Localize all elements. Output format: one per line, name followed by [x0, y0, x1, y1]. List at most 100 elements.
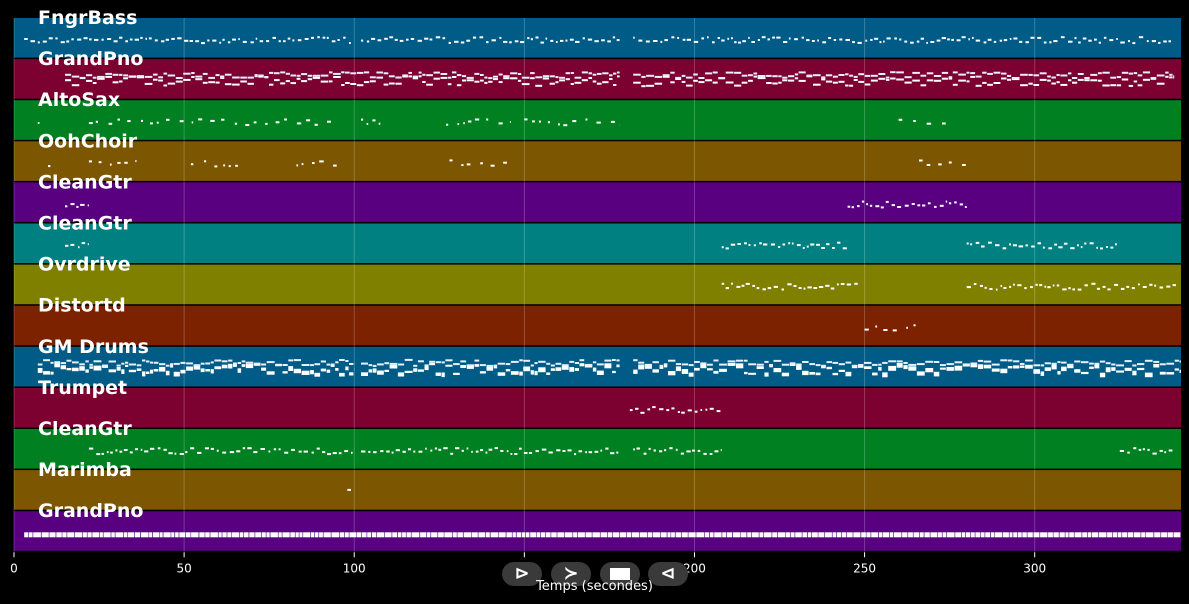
note — [94, 38, 99, 41]
note — [153, 369, 159, 372]
note-segment — [919, 159, 966, 166]
note — [966, 286, 971, 289]
note — [112, 81, 119, 84]
note — [262, 532, 266, 538]
note — [736, 359, 744, 362]
note — [681, 532, 688, 538]
note — [434, 447, 438, 450]
note — [653, 40, 658, 42]
note — [463, 532, 472, 538]
note — [788, 79, 795, 82]
note — [222, 451, 227, 454]
note — [384, 369, 389, 372]
note — [742, 40, 746, 43]
note — [983, 360, 992, 363]
note — [1077, 288, 1082, 291]
note — [858, 364, 864, 366]
note — [237, 368, 242, 373]
play-button[interactable]: ⊳ — [502, 562, 542, 586]
note — [557, 532, 565, 538]
note — [377, 370, 384, 375]
note — [71, 84, 80, 87]
note — [227, 41, 231, 44]
note — [158, 79, 163, 82]
note — [520, 41, 525, 44]
note — [798, 79, 806, 82]
note — [79, 77, 86, 80]
note — [232, 76, 240, 79]
note — [585, 118, 588, 121]
note — [418, 75, 422, 78]
note — [1169, 76, 1173, 79]
note — [461, 449, 464, 452]
note — [594, 450, 599, 453]
note — [207, 39, 210, 42]
note — [1037, 36, 1042, 39]
note — [1156, 74, 1165, 77]
note — [1058, 246, 1063, 249]
note — [343, 36, 346, 39]
note — [260, 448, 265, 450]
note — [269, 83, 274, 86]
note — [588, 451, 593, 454]
note — [372, 119, 376, 122]
note — [1128, 72, 1134, 75]
note — [903, 362, 908, 364]
note — [878, 77, 886, 80]
back-button[interactable]: ⊲ — [648, 562, 688, 586]
note — [200, 362, 205, 365]
note — [293, 368, 301, 374]
note — [378, 122, 381, 125]
note — [191, 72, 195, 74]
note — [941, 37, 946, 40]
note — [802, 370, 809, 376]
note — [255, 532, 262, 538]
note — [457, 532, 463, 538]
note — [183, 72, 191, 75]
note — [697, 449, 701, 452]
note — [329, 80, 333, 83]
note — [418, 71, 422, 74]
note — [261, 363, 267, 366]
note — [1099, 372, 1106, 378]
note — [883, 329, 888, 331]
note — [493, 75, 498, 78]
note — [485, 532, 490, 538]
note — [954, 365, 963, 371]
note — [301, 80, 308, 83]
note — [153, 73, 158, 76]
note — [565, 39, 568, 42]
note — [1082, 37, 1087, 40]
note-segment — [361, 118, 381, 125]
note — [773, 359, 782, 362]
note — [440, 76, 448, 79]
note — [189, 40, 193, 42]
note — [223, 164, 226, 167]
stop-button[interactable] — [600, 562, 640, 586]
note — [146, 371, 150, 374]
note — [278, 448, 281, 451]
note — [65, 73, 72, 76]
note — [832, 75, 838, 78]
note — [112, 73, 119, 76]
lane-labels: FngrBassGrandPnoAltoSaxOohChoirCleanGtrC… — [38, 7, 149, 522]
note — [503, 77, 510, 80]
note — [1098, 41, 1101, 44]
note — [558, 123, 560, 126]
note — [1060, 74, 1068, 77]
note — [1133, 72, 1138, 75]
forward-button[interactable]: ≻ — [551, 562, 591, 586]
note — [538, 120, 541, 123]
note — [498, 122, 503, 125]
note — [535, 36, 539, 39]
note — [854, 282, 858, 285]
note — [95, 120, 98, 123]
note — [1017, 532, 1022, 538]
note — [1133, 80, 1138, 83]
note — [135, 448, 138, 451]
note — [1096, 287, 1100, 290]
note — [377, 363, 384, 366]
note — [341, 84, 345, 86]
note — [71, 75, 80, 78]
note — [782, 79, 788, 82]
